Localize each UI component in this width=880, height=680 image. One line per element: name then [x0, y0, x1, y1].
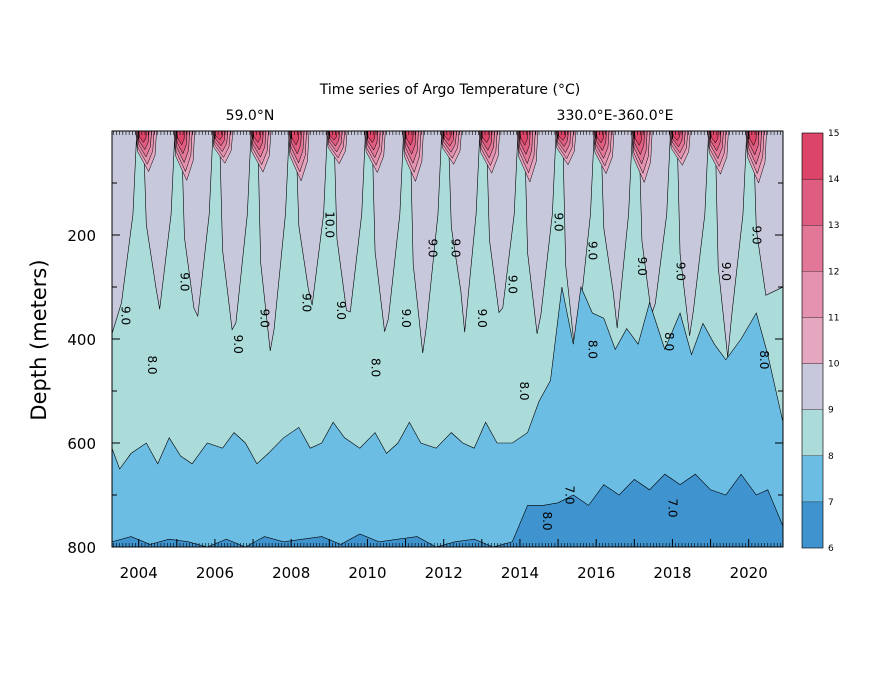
- warm-cell-2019-4: [710, 131, 719, 144]
- contour-label: 8.0: [517, 381, 531, 400]
- band-6-7: [112, 473, 783, 547]
- contour-label: 10.0: [323, 211, 337, 238]
- y-tick-label: 200: [67, 227, 96, 245]
- band-7-8: [112, 285, 783, 547]
- y-axis: 200 400 600 800: [67, 182, 783, 557]
- warm-cell-2005-4: [176, 131, 185, 146]
- colorbar-label: 11: [828, 313, 839, 323]
- contour-label: 9.0: [506, 275, 520, 294]
- colorbar-label: 6: [828, 544, 834, 554]
- warm-cell-2015-4: [557, 131, 567, 141]
- warm-cell-2018-4: [672, 131, 681, 142]
- x-tick-label: 2018: [653, 564, 691, 582]
- contour-label: 9.0: [586, 241, 600, 260]
- warm-cell-2011-4: [405, 131, 414, 146]
- warm-surface-cells: [135, 131, 767, 184]
- contour-label: 9.0: [635, 257, 649, 276]
- contour-label: 9.0: [231, 335, 245, 354]
- x-axis: 2004 2006 2008 2010 2012 2014 2016 2018 2020: [120, 131, 768, 582]
- y-tick-label: 800: [67, 539, 96, 557]
- contour-label: 8.0: [662, 332, 676, 351]
- x-tick-label: 2004: [120, 564, 158, 582]
- warm-cell-2010-4: [367, 131, 376, 144]
- contour-label: 9.0: [475, 309, 489, 328]
- contour-label: 8.0: [540, 511, 554, 530]
- x-tick-label: 2010: [348, 564, 386, 582]
- latitude-label: 59.0°N: [226, 108, 275, 124]
- warm-cell-2013-4: [481, 131, 490, 144]
- contour-label: 7.0: [666, 498, 680, 517]
- warm-cell-2017-4: [634, 131, 643, 146]
- colorbar-swatch: [801, 363, 824, 410]
- contour-label: 8.0: [368, 358, 382, 377]
- y-tick-label: 600: [67, 435, 96, 453]
- colorbar-label: 8: [828, 452, 834, 462]
- colorbar-frame: [801, 132, 824, 549]
- colorbar-swatch: [801, 455, 824, 503]
- colorbar-label: 15: [828, 129, 839, 139]
- x-tick-label: 2008: [272, 564, 310, 582]
- warm-cell-2016-4: [596, 131, 605, 144]
- colorbar-swatch: [801, 225, 824, 272]
- warm-cell-2008-4: [291, 131, 300, 146]
- x-tick-label: 2020: [730, 564, 768, 582]
- warm-cell-2004-4: [138, 131, 147, 143]
- colorbar-swatch: [801, 271, 824, 318]
- contour-label: 9.0: [178, 272, 192, 291]
- y-axis-title: Depth (meters): [27, 259, 51, 420]
- x-tick-label: 2012: [425, 564, 463, 582]
- colorbar-swatch: [801, 409, 824, 456]
- x-tick-label: 2006: [196, 564, 234, 582]
- contour-label: 9.0: [119, 306, 133, 325]
- x-tick-label: 2014: [501, 564, 539, 582]
- contour-label: 9.0: [750, 225, 764, 244]
- colorbar-label: 7: [828, 498, 834, 508]
- y-tick-label: 400: [67, 331, 96, 349]
- contour-label: 9.0: [673, 262, 687, 281]
- contour-label: 9.0: [258, 309, 272, 328]
- warm-cell-2006-4: [214, 131, 224, 141]
- colorbar-swatch: [801, 501, 824, 549]
- colorbar-label: 14: [828, 175, 840, 185]
- colorbar-swatch: [801, 178, 824, 226]
- contour-label: 9.0: [448, 238, 462, 257]
- warm-cell-2020-4: [748, 131, 757, 147]
- warm-cell-2012-4: [443, 131, 452, 141]
- warm-cell-2009-4: [329, 131, 338, 141]
- colorbar: 6 7 8 9 10 11 12 13 14 15: [801, 129, 840, 554]
- x-tick-label: 2016: [577, 564, 615, 582]
- x-minor-ticks: [112, 131, 781, 547]
- contour-label: 9.0: [425, 238, 439, 257]
- warm-cell-2014-4: [519, 131, 529, 146]
- colorbar-label: 10: [828, 360, 840, 370]
- contour-label: 8.0: [586, 340, 600, 359]
- colorbar-swatch: [801, 132, 824, 180]
- contour-label: 8.0: [757, 350, 771, 369]
- contour-labels: 8.0 8.0 8.0 8.0 8.0 8.0 8.0 9.0 9.0 9.0 9.0 9.0 9.0 9…: [119, 211, 772, 530]
- colorbar-label: 9: [828, 406, 834, 416]
- contour-label: 9.0: [399, 309, 413, 328]
- contour-label: 9.0: [300, 293, 314, 312]
- colorbar-label: 13: [828, 221, 839, 231]
- chart-title: Time series of Argo Temperature (°C): [319, 82, 580, 98]
- contour-label: 8.0: [145, 355, 159, 374]
- longitude-label: 330.0°E-360.0°E: [557, 108, 674, 124]
- warm-cell-2007-4: [252, 131, 262, 143]
- contour-label: 7.0: [563, 485, 577, 504]
- contour-label: 9.0: [334, 301, 348, 320]
- colorbar-label: 12: [828, 267, 839, 277]
- contour-label: 9.0: [551, 212, 565, 231]
- contour-label: 9.0: [719, 262, 733, 281]
- colorbar-swatch: [801, 317, 824, 364]
